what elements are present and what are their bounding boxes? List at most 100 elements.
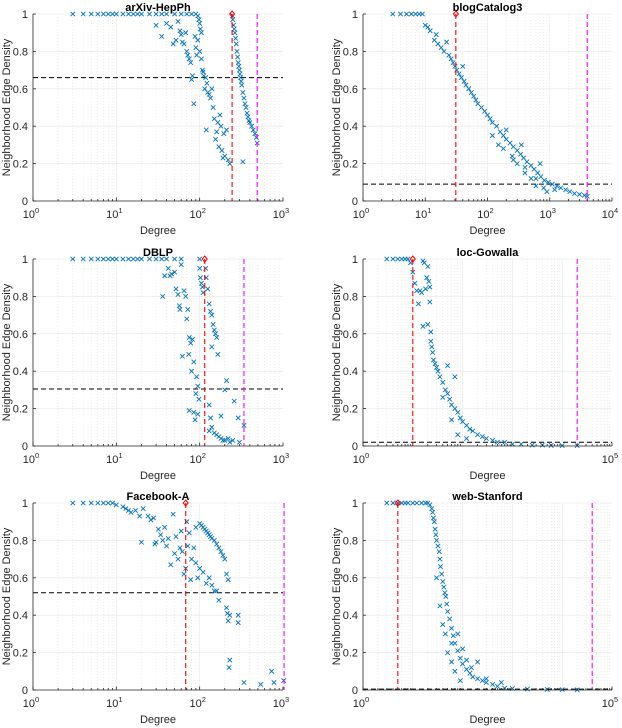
marker-stroke [395,256,401,262]
marker-stroke [181,288,187,294]
marker-stroke [544,189,550,195]
data-point [522,170,528,176]
marker-stroke [214,588,220,594]
y-tick-label: 0.2 [343,404,358,416]
marker-stroke [80,11,86,17]
marker-stroke [529,442,535,448]
marker-stroke [434,364,440,370]
marker-stroke [427,299,433,305]
marker-stroke [120,256,126,262]
data-point [162,273,168,279]
data-point [130,256,136,262]
marker-stroke [191,409,197,415]
data-point [214,335,220,341]
data-point [168,24,174,30]
highlight-diamond-marker [394,499,401,507]
marker-stroke [497,129,503,135]
data-point [235,54,241,60]
data-point [427,28,433,34]
data-point [509,153,515,159]
y-tick-label: 1 [352,9,358,21]
highlight-diamond-marker [452,10,459,18]
data-point [413,11,419,17]
data-point [159,256,165,262]
data-point [500,146,506,152]
data-point [410,269,416,275]
grid [33,258,283,447]
subplot-web-stanford: 0 0.2 0.4 0.6 0.8 1 100 105 web-Stanford Degree Ne… [331,491,618,726]
marker-stroke [213,331,219,337]
marker-stroke [524,159,530,165]
data-point [140,506,146,512]
data-point [120,504,126,510]
marker-stroke [184,11,190,17]
data-point [489,133,495,139]
data-point [552,187,558,193]
marker-stroke [178,32,184,38]
data-point [153,22,159,28]
data-point [428,338,434,344]
data-point [432,361,438,367]
marker-stroke [88,500,94,506]
marker-stroke [181,571,187,577]
data-point [412,280,418,286]
y-tick-label: 0.4 [13,121,28,133]
data-point [439,571,445,577]
marker-stroke [173,37,179,43]
marker-stroke [170,511,176,517]
marker-stroke [222,387,228,393]
marker-stroke [432,361,438,367]
marker-stroke [535,170,541,176]
data-point [442,387,448,393]
marker-stroke [241,422,247,428]
data-point [210,321,216,327]
data-point [186,351,192,357]
marker-stroke [428,329,434,335]
highlight-diamond-marker [228,10,236,18]
marker-stroke [420,323,426,329]
marker-stroke [178,528,184,534]
data-point [227,161,233,167]
data-point [195,13,201,19]
data-point [443,593,449,600]
marker-stroke [204,80,210,86]
marker-stroke [193,560,199,566]
marker-stroke [215,119,221,125]
y-tick-label: 0.8 [13,535,28,547]
marker-stroke [197,565,203,571]
data-point [390,256,396,262]
highlight-diamond-marker [201,255,208,263]
marker-stroke [227,161,233,167]
marker-stroke [507,140,513,146]
data-point [100,256,106,262]
data-point [452,406,458,412]
data-point [175,18,181,24]
x-tick-label: 100 [353,451,369,466]
marker-stroke [209,582,215,588]
data-point [239,82,245,88]
marker-stroke [240,90,246,96]
marker-stroke [431,519,437,525]
data-point [184,11,190,17]
x-tick-label: 101 [415,206,431,221]
data-point [253,134,259,140]
data-point [163,543,170,549]
data-point [434,575,440,581]
marker-stroke [444,39,450,45]
marker-stroke [203,580,209,586]
y-tick-label: 0 [352,441,358,453]
data-point [95,500,101,506]
marker-stroke [464,436,470,442]
marker-stroke [487,116,493,122]
data-point [213,331,219,337]
marker-stroke [479,434,485,440]
marker-stroke [445,650,451,656]
data-point [408,11,414,17]
marker-stroke [425,321,431,327]
marker-stroke [192,417,198,423]
marker-stroke [576,191,582,197]
marker-stroke [483,676,489,682]
marker-stroke [197,256,203,262]
data-point [419,11,425,17]
data-point [178,528,184,534]
